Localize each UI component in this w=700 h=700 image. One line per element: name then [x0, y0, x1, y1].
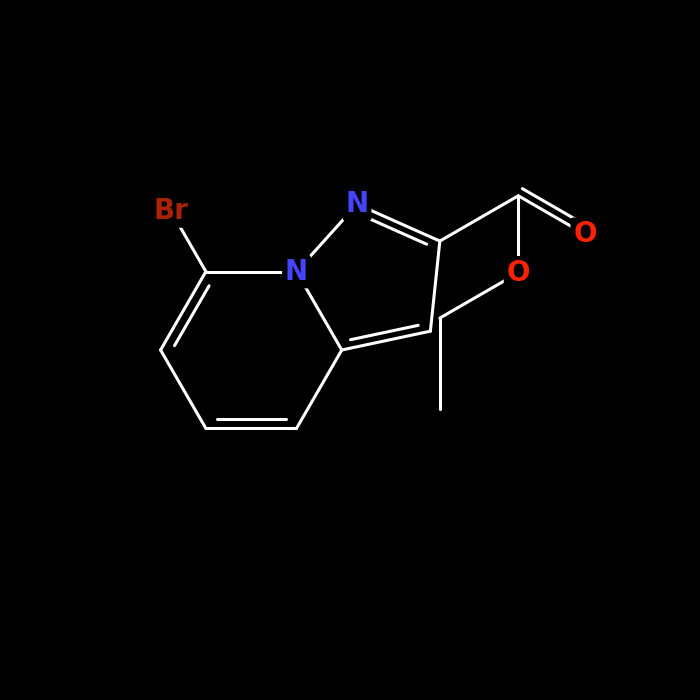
Text: N: N: [346, 190, 369, 218]
Text: Br: Br: [153, 197, 188, 225]
Text: O: O: [507, 259, 530, 287]
Text: N: N: [285, 258, 308, 286]
Text: O: O: [573, 220, 596, 248]
